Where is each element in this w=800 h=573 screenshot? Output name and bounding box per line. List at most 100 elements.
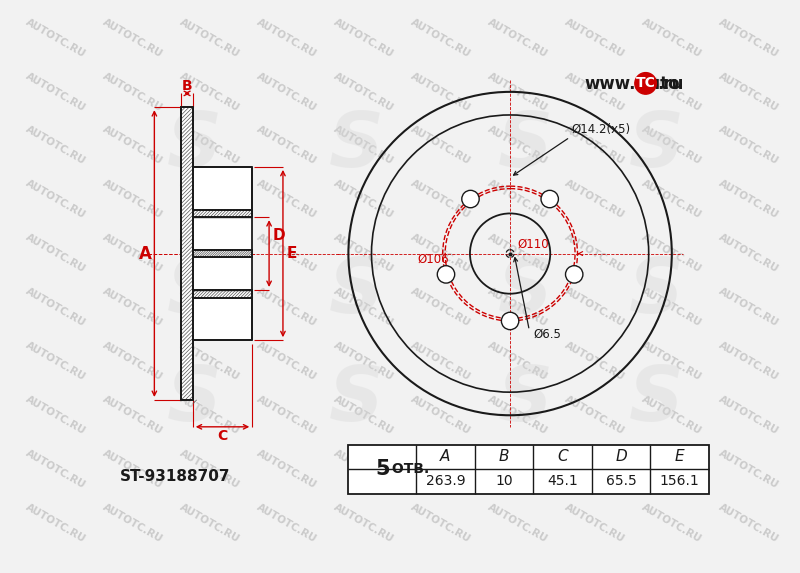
Text: AUTOTC.RU: AUTOTC.RU — [332, 340, 395, 383]
Text: AUTOTC.RU: AUTOTC.RU — [332, 502, 395, 544]
Text: AUTOTC.RU: AUTOTC.RU — [178, 286, 242, 329]
Text: AUTOTC.RU: AUTOTC.RU — [640, 448, 703, 490]
Circle shape — [566, 266, 583, 283]
Text: 65.5: 65.5 — [606, 474, 636, 488]
Text: AUTOTC.RU: AUTOTC.RU — [563, 178, 626, 221]
Text: AUTOTC.RU: AUTOTC.RU — [717, 286, 781, 329]
Text: AUTOTC.RU: AUTOTC.RU — [24, 394, 87, 437]
Text: AUTOTC.RU: AUTOTC.RU — [640, 340, 703, 383]
Text: B: B — [498, 449, 509, 464]
Text: S: S — [329, 255, 384, 329]
Text: AUTOTC.RU: AUTOTC.RU — [255, 124, 318, 167]
Text: AUTOTC.RU: AUTOTC.RU — [640, 124, 703, 167]
Circle shape — [635, 73, 657, 94]
Text: AUTOTC.RU: AUTOTC.RU — [717, 124, 781, 167]
Text: AUTOTC.RU: AUTOTC.RU — [101, 502, 165, 544]
Circle shape — [541, 190, 558, 208]
Text: AUTOTC.RU: AUTOTC.RU — [255, 448, 318, 490]
Text: AUTOTC.RU: AUTOTC.RU — [332, 448, 395, 490]
Text: AUTOTC.RU: AUTOTC.RU — [24, 178, 87, 221]
Text: AUTOTC.RU: AUTOTC.RU — [409, 124, 473, 167]
Text: AUTOTC.RU: AUTOTC.RU — [486, 233, 550, 275]
Text: AUTOTC.RU: AUTOTC.RU — [486, 124, 550, 167]
Text: S: S — [498, 109, 553, 183]
Text: AUTOTC.RU: AUTOTC.RU — [255, 233, 318, 275]
Text: AUTOTC.RU: AUTOTC.RU — [332, 17, 395, 59]
Text: AUTOTC.RU: AUTOTC.RU — [409, 448, 473, 490]
Text: AUTOTC.RU: AUTOTC.RU — [178, 448, 242, 490]
Bar — [193, 210, 252, 217]
Text: AUTOTC.RU: AUTOTC.RU — [101, 17, 165, 59]
Text: .ru: .ru — [657, 75, 683, 93]
Text: AUTOTC.RU: AUTOTC.RU — [332, 286, 395, 329]
Text: AUTOTC.RU: AUTOTC.RU — [409, 17, 473, 59]
Text: AUTOTC.RU: AUTOTC.RU — [255, 178, 318, 221]
Text: AUTOTC.RU: AUTOTC.RU — [640, 286, 703, 329]
Text: AUTOTC.RU: AUTOTC.RU — [563, 286, 626, 329]
Bar — [193, 250, 252, 257]
Text: AUTOTC.RU: AUTOTC.RU — [101, 394, 165, 437]
Text: AUTOTC.RU: AUTOTC.RU — [332, 70, 395, 113]
Circle shape — [438, 266, 454, 283]
Text: D: D — [273, 228, 286, 243]
Text: AUTOTC.RU: AUTOTC.RU — [717, 70, 781, 113]
Text: S: S — [498, 363, 553, 437]
Text: AUTOTC.RU: AUTOTC.RU — [101, 448, 165, 490]
Text: C: C — [218, 429, 228, 443]
Bar — [193, 167, 252, 340]
Text: AUTOTC.RU: AUTOTC.RU — [640, 178, 703, 221]
Text: AUTOTC.RU: AUTOTC.RU — [101, 124, 165, 167]
Text: Ø106: Ø106 — [418, 253, 449, 266]
Text: ST-93188707: ST-93188707 — [120, 469, 230, 484]
Text: AUTOTC.RU: AUTOTC.RU — [563, 17, 626, 59]
Text: AUTOTC.RU: AUTOTC.RU — [409, 502, 473, 544]
Text: TC: TC — [636, 76, 655, 91]
Text: Ø110: Ø110 — [518, 238, 550, 251]
Text: AUTOTC.RU: AUTOTC.RU — [486, 70, 550, 113]
Text: AUTOTC.RU: AUTOTC.RU — [332, 124, 395, 167]
Bar — [193, 250, 252, 257]
Text: 5: 5 — [375, 459, 390, 479]
Circle shape — [462, 190, 479, 208]
Text: AUTOTC.RU: AUTOTC.RU — [486, 502, 550, 544]
Text: AUTOTC.RU: AUTOTC.RU — [563, 124, 626, 167]
Text: Ø14.2(x5): Ø14.2(x5) — [571, 123, 630, 136]
Text: AUTOTC.RU: AUTOTC.RU — [563, 70, 626, 113]
Text: 45.1: 45.1 — [547, 474, 578, 488]
Text: S: S — [329, 363, 384, 437]
Text: AUTOTC.RU: AUTOTC.RU — [255, 286, 318, 329]
Text: AUTOTC.RU: AUTOTC.RU — [101, 178, 165, 221]
Text: AUTOTC.RU: AUTOTC.RU — [486, 17, 550, 59]
Text: AUTOTC.RU: AUTOTC.RU — [486, 394, 550, 437]
Text: AUTOTC.RU: AUTOTC.RU — [486, 448, 550, 490]
Text: ОТВ.: ОТВ. — [387, 462, 429, 476]
Text: AUTOTC.RU: AUTOTC.RU — [332, 178, 395, 221]
Text: S: S — [498, 255, 553, 329]
Text: AUTOTC.RU: AUTOTC.RU — [24, 286, 87, 329]
Text: AUTOTC.RU: AUTOTC.RU — [178, 340, 242, 383]
Text: AUTOTC.RU: AUTOTC.RU — [409, 394, 473, 437]
Text: AUTOTC.RU: AUTOTC.RU — [255, 394, 318, 437]
Text: AUTOTC.RU: AUTOTC.RU — [24, 124, 87, 167]
Text: AUTOTC.RU: AUTOTC.RU — [563, 233, 626, 275]
Text: AUTOTC.RU: AUTOTC.RU — [409, 233, 473, 275]
Text: AUTOTC.RU: AUTOTC.RU — [717, 502, 781, 544]
Text: AUTOTC.RU: AUTOTC.RU — [563, 448, 626, 490]
Text: S: S — [629, 363, 684, 437]
Text: 263.9: 263.9 — [426, 474, 466, 488]
Text: AUTOTC.RU: AUTOTC.RU — [486, 178, 550, 221]
Text: AUTOTC.RU: AUTOTC.RU — [640, 70, 703, 113]
Text: AUTOTC.RU: AUTOTC.RU — [178, 17, 242, 59]
Bar — [182, 107, 193, 400]
Text: AUTOTC.RU: AUTOTC.RU — [717, 17, 781, 59]
Text: AUTOTC.RU: AUTOTC.RU — [717, 178, 781, 221]
Text: S: S — [167, 363, 222, 437]
Text: S: S — [629, 109, 684, 183]
Text: AUTOTC.RU: AUTOTC.RU — [24, 17, 87, 59]
Text: B: B — [182, 79, 192, 93]
Text: AUTOTC.RU: AUTOTC.RU — [178, 502, 242, 544]
Text: AUTOTC.RU: AUTOTC.RU — [178, 70, 242, 113]
Text: AUTOTC.RU: AUTOTC.RU — [24, 502, 87, 544]
Text: AUTOTC.RU: AUTOTC.RU — [255, 340, 318, 383]
Text: S: S — [629, 255, 684, 329]
